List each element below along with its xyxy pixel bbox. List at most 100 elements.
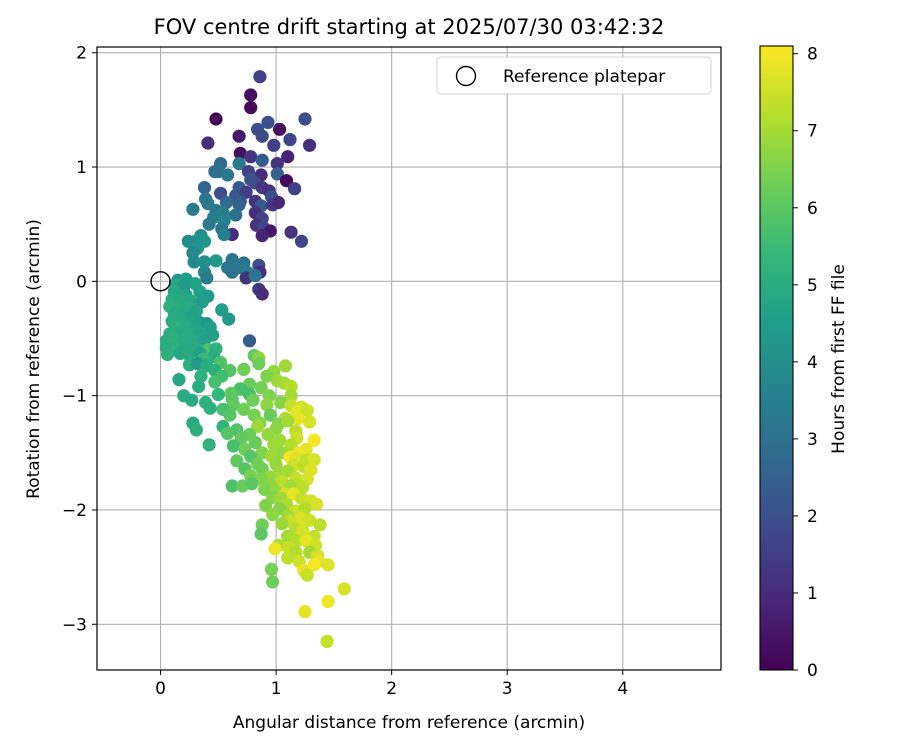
data-point (252, 357, 266, 371)
colorbar-tick-label: 1 (807, 584, 818, 604)
data-point (223, 408, 237, 422)
data-point (303, 513, 317, 527)
plot-frame (96, 46, 722, 671)
data-point (288, 182, 302, 196)
data-point (254, 527, 268, 541)
data-point (233, 146, 247, 160)
data-point (251, 419, 265, 434)
data-point (194, 369, 208, 383)
data-point (284, 389, 298, 403)
data-point (260, 369, 274, 383)
data-point (284, 225, 298, 239)
data-point (200, 271, 214, 285)
y-tick-label: −3 (62, 615, 87, 635)
data-point (321, 558, 335, 572)
x-axis-title: Angular distance from reference (arcmin) (233, 713, 585, 733)
y-tick-label: 2 (76, 44, 87, 64)
data-point (278, 359, 292, 373)
legend-box (436, 56, 712, 95)
data-point (186, 202, 200, 216)
data-point (202, 438, 216, 452)
data-point (281, 150, 295, 164)
x-tick-label: 0 (155, 679, 166, 699)
data-point (217, 227, 231, 242)
data-point (307, 433, 321, 447)
data-point (189, 423, 203, 437)
data-point (298, 605, 312, 619)
y-tick-label: −2 (62, 501, 87, 521)
data-point (275, 517, 289, 531)
data-point (244, 88, 258, 102)
data-point (270, 157, 284, 171)
data-point (232, 157, 246, 171)
data-point (208, 375, 222, 389)
colorbar: 0 1 2 3 4 5 6 7 8 (759, 45, 818, 681)
data-point (300, 403, 314, 418)
data-point (313, 518, 327, 532)
legend-label: Reference platepar (503, 67, 665, 87)
colorbar-tick-label: 3 (807, 430, 818, 450)
data-point (232, 129, 246, 143)
data-point (246, 393, 260, 407)
data-point (230, 454, 244, 468)
data-point (259, 498, 273, 512)
data-point (237, 362, 251, 376)
y-tick-label: −1 (62, 387, 87, 407)
data-point (253, 70, 267, 84)
data-point (187, 255, 201, 269)
data-point (242, 334, 257, 348)
data-point (245, 477, 259, 491)
legend: Reference platepar (436, 56, 712, 95)
data-point (219, 195, 233, 210)
data-point (296, 480, 310, 494)
y-tick-label: 1 (76, 158, 87, 178)
data-point (271, 195, 285, 210)
data-point (221, 168, 235, 182)
data-point (160, 347, 175, 362)
data-point (303, 415, 317, 429)
data-point (274, 395, 288, 410)
data-point (300, 568, 314, 582)
legend-marker-icon (455, 65, 477, 87)
data-point (337, 582, 351, 596)
data-point (225, 479, 239, 493)
data-point (303, 138, 317, 152)
data-point (248, 435, 262, 450)
data-point (181, 347, 195, 362)
data-point (197, 255, 212, 269)
plot-area: 0 1 2 3 4 −3 −2 −1 0 1 2 (62, 44, 722, 699)
y-tick-label: 0 (76, 272, 87, 292)
data-point (266, 507, 280, 522)
data-point (264, 562, 279, 577)
chart-title: FOV centre drift starting at 2025/07/30 … (154, 15, 665, 39)
data-point (197, 181, 212, 195)
data-point (260, 398, 274, 412)
colorbar-tick-label: 5 (807, 276, 818, 296)
data-point (255, 129, 269, 143)
data-point (294, 234, 309, 248)
data-point (248, 269, 262, 283)
reference-platepar-marker (150, 271, 171, 292)
data-point (209, 254, 223, 268)
data-point (237, 402, 251, 416)
colorbar-tick-label: 0 (807, 661, 818, 681)
data-point (307, 453, 321, 467)
data-point (185, 393, 199, 407)
data-point (261, 427, 275, 442)
colorbar-tick-label: 7 (807, 122, 818, 142)
data-point (201, 136, 215, 150)
data-point (192, 379, 206, 394)
data-point (284, 379, 298, 394)
data-point (211, 387, 225, 402)
data-point (172, 373, 186, 387)
data-point (208, 165, 222, 179)
data-point (273, 122, 287, 136)
colorbar-gradient (759, 45, 794, 671)
y-axis-title: Rotation from reference (arcmin) (24, 219, 44, 499)
colorbar-tick-label: 2 (807, 507, 818, 527)
data-point (255, 229, 269, 243)
x-tick-label: 3 (502, 679, 513, 699)
colorbar-tick-label: 6 (807, 199, 818, 219)
data-point (222, 312, 236, 326)
